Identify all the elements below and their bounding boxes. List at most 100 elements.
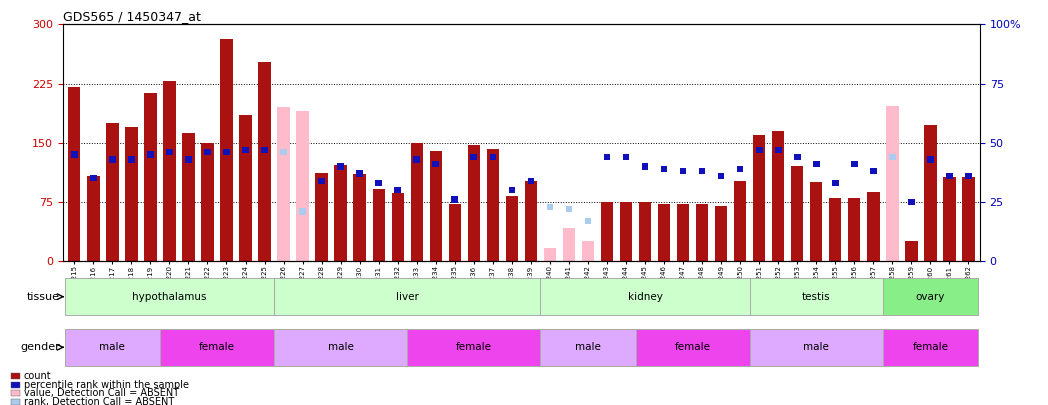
Bar	[506, 196, 518, 261]
Bar	[467, 145, 480, 261]
Bar	[699, 168, 705, 175]
Bar	[639, 202, 651, 261]
Text: hypothalamus: hypothalamus	[132, 292, 206, 302]
Bar	[749, 278, 882, 315]
Bar	[623, 154, 630, 160]
Bar	[635, 329, 749, 366]
Text: GDS565 / 1450347_at: GDS565 / 1450347_at	[63, 10, 201, 23]
Bar	[737, 166, 743, 172]
Bar	[943, 177, 956, 261]
Text: percentile rank within the sample: percentile rank within the sample	[24, 380, 189, 390]
Bar	[204, 149, 211, 156]
Bar	[10, 399, 20, 405]
Bar	[319, 177, 325, 184]
Text: male: male	[575, 342, 601, 352]
Bar	[166, 149, 173, 156]
Bar	[433, 161, 439, 167]
Bar	[813, 161, 820, 167]
Bar	[924, 126, 937, 261]
Text: tissue: tissue	[27, 292, 60, 302]
Text: female: female	[199, 342, 235, 352]
Bar	[145, 93, 156, 261]
Text: liver: liver	[396, 292, 418, 302]
Bar	[449, 205, 461, 261]
Bar	[259, 62, 270, 261]
Bar	[867, 192, 879, 261]
Bar	[601, 202, 613, 261]
Bar	[696, 205, 708, 261]
Bar	[278, 107, 289, 261]
Bar	[962, 177, 975, 261]
Bar	[927, 156, 934, 162]
Text: female: female	[913, 342, 948, 352]
Bar	[147, 151, 154, 158]
Bar	[280, 149, 287, 156]
Bar	[239, 115, 252, 261]
Bar	[163, 81, 176, 261]
Bar	[337, 163, 344, 170]
Bar	[185, 156, 192, 162]
Bar	[10, 382, 20, 388]
Text: gender: gender	[20, 342, 60, 352]
Bar	[582, 241, 594, 261]
Bar	[430, 151, 442, 261]
Bar	[680, 168, 686, 175]
Bar	[182, 133, 195, 261]
Text: rank, Detection Call = ABSENT: rank, Detection Call = ABSENT	[24, 397, 174, 405]
Bar	[547, 204, 553, 210]
Bar	[734, 181, 746, 261]
Bar	[544, 248, 556, 261]
Bar	[774, 147, 782, 153]
Bar	[275, 278, 541, 315]
Bar	[452, 196, 458, 203]
Bar	[810, 182, 823, 261]
Bar	[604, 154, 610, 160]
Bar	[392, 192, 403, 261]
Bar	[882, 329, 978, 366]
Bar	[411, 143, 423, 261]
Bar	[71, 151, 78, 158]
Bar	[242, 147, 248, 153]
Bar	[756, 147, 763, 153]
Bar	[68, 87, 81, 261]
Text: male: male	[328, 342, 353, 352]
Bar	[772, 131, 784, 261]
Bar	[220, 38, 233, 261]
Text: male: male	[804, 342, 829, 352]
Bar	[90, 175, 96, 181]
Bar	[791, 166, 804, 261]
Bar	[541, 278, 749, 315]
Bar	[160, 329, 275, 366]
Bar	[413, 156, 420, 162]
Bar	[619, 202, 632, 261]
Bar	[829, 198, 842, 261]
Text: female: female	[675, 342, 711, 352]
Text: count: count	[24, 371, 51, 381]
Bar	[10, 390, 20, 396]
Bar	[394, 187, 401, 193]
Bar	[201, 143, 214, 261]
Bar	[334, 165, 347, 261]
Text: male: male	[100, 342, 126, 352]
Bar	[508, 187, 516, 193]
Bar	[566, 206, 572, 212]
Bar	[794, 154, 801, 160]
Bar	[87, 176, 100, 261]
Bar	[65, 278, 275, 315]
Bar	[525, 181, 537, 261]
Bar	[660, 166, 668, 172]
Bar	[356, 171, 363, 177]
Bar	[315, 173, 328, 261]
Bar	[749, 329, 882, 366]
Bar	[297, 111, 309, 261]
Bar	[300, 208, 306, 215]
Bar	[527, 177, 534, 184]
Bar	[889, 154, 896, 160]
Bar	[946, 173, 953, 179]
Text: testis: testis	[802, 292, 831, 302]
Bar	[870, 168, 877, 175]
Bar	[848, 198, 860, 261]
Bar	[658, 205, 671, 261]
Bar	[715, 206, 727, 261]
Bar	[905, 241, 918, 261]
